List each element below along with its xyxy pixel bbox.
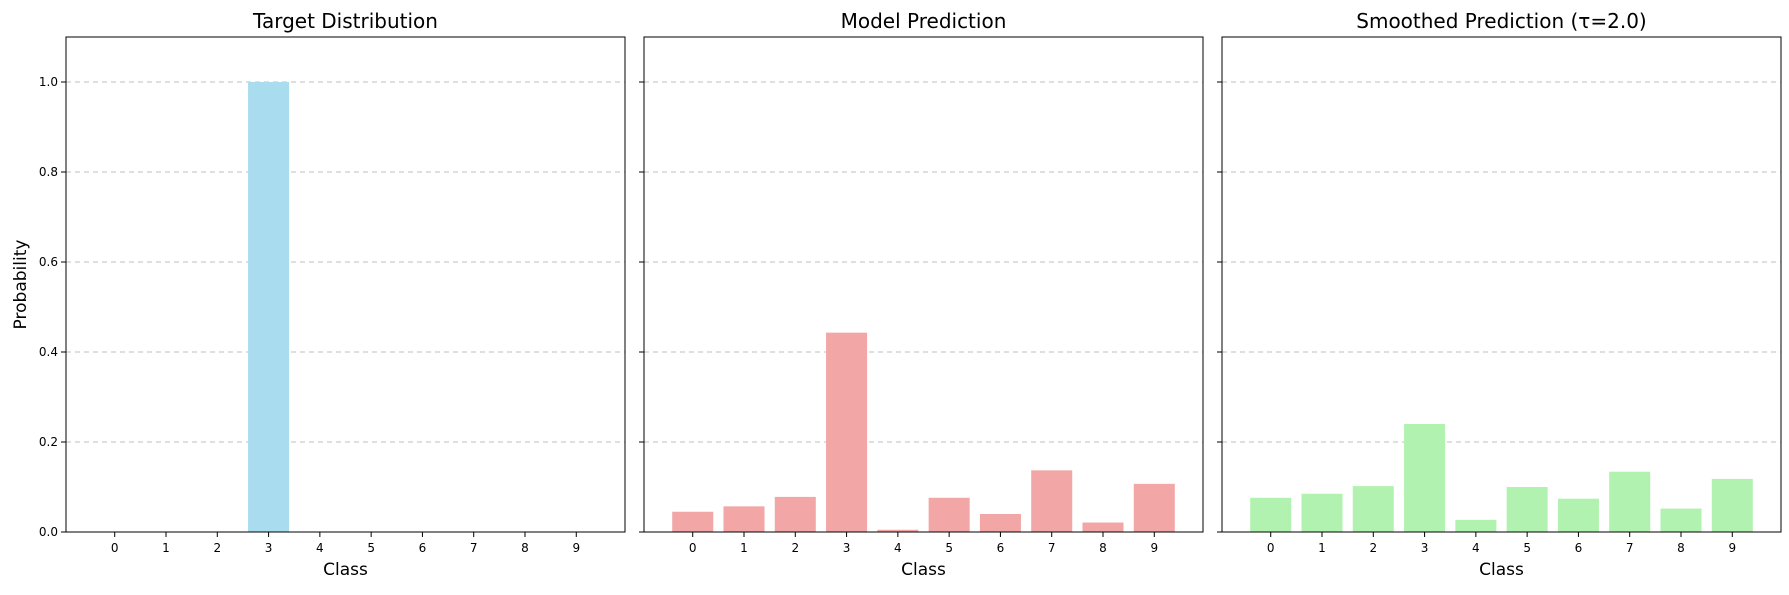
chart-panel-2: 0 1 2 3 4 5 6 7 8 9 Smoothed Prediction (τ=2.0) Cla… — [1217, 9, 1782, 580]
x-tick-label-2-2: 2 — [1369, 541, 1377, 555]
x-tick-label-1-8: 8 — [1099, 541, 1107, 555]
bar-1-8 — [1082, 522, 1124, 532]
x-tick-label-0-7: 7 — [470, 541, 478, 555]
y-tick-label-0-5: 1.0 — [39, 75, 58, 89]
x-tick-label-0-2: 2 — [213, 541, 221, 555]
x-tick-label-1-7: 7 — [1048, 541, 1056, 555]
bar-2-2 — [1352, 486, 1394, 532]
axes-frame-0 — [65, 36, 626, 533]
x-tick-label-2-9: 9 — [1728, 541, 1736, 555]
chart-title-2: Smoothed Prediction (τ=2.0) — [1356, 9, 1646, 33]
chart-title-0: Target Distribution — [252, 9, 438, 33]
chart-panel-0: 0 1 2 3 4 5 6 7 8 9 0.0 0.2 0.4 0.6 0.8 1.0 Target Distr… — [11, 9, 626, 580]
x-tick-label-2-4: 4 — [1472, 541, 1480, 555]
y-tick-label-0-2: 0.4 — [39, 345, 58, 359]
x-tick-label-2-8: 8 — [1677, 541, 1685, 555]
bar-2-6 — [1557, 498, 1599, 532]
x-tick-label-1-4: 4 — [894, 541, 902, 555]
axes-frame-1 — [643, 36, 1204, 533]
x-axis-label-1: Class — [901, 560, 946, 580]
x-tick-label-2-5: 5 — [1523, 541, 1531, 555]
x-tick-label-2-1: 1 — [1318, 541, 1326, 555]
bar-2-8 — [1660, 508, 1702, 532]
x-tick-label-2-3: 3 — [1421, 541, 1429, 555]
x-tick-label-1-9: 9 — [1150, 541, 1158, 555]
x-tick-label-2-0: 0 — [1267, 541, 1275, 555]
x-tick-label-0-6: 6 — [419, 541, 427, 555]
x-axis-label-0: Class — [323, 560, 368, 580]
bar-1-0 — [672, 511, 714, 532]
bar-1-7 — [1031, 470, 1073, 532]
x-tick-label-0-9: 9 — [572, 541, 580, 555]
bar-1-2 — [774, 496, 816, 532]
chart-title-1: Model Prediction — [841, 9, 1007, 33]
x-tick-label-2-6: 6 — [1575, 541, 1583, 555]
bar-1-4 — [877, 529, 919, 532]
x-tick-label-1-3: 3 — [843, 541, 851, 555]
y-tick-label-0-1: 0.2 — [39, 435, 58, 449]
bar-1-3 — [826, 332, 868, 532]
bar-2-1 — [1301, 493, 1343, 532]
bar-2-3 — [1404, 424, 1446, 532]
x-tick-label-2-7: 7 — [1626, 541, 1634, 555]
x-tick-label-0-0: 0 — [111, 541, 119, 555]
bar-0-3 — [248, 82, 290, 532]
y-tick-label-0-4: 0.8 — [39, 165, 58, 179]
bar-1-6 — [979, 514, 1021, 532]
y-axis-label-0: Probability — [11, 240, 31, 330]
x-tick-label-1-0: 0 — [689, 541, 697, 555]
bar-2-5 — [1506, 487, 1548, 532]
bar-2-9 — [1711, 478, 1753, 532]
bar-2-7 — [1609, 471, 1651, 532]
x-tick-label-0-5: 5 — [367, 541, 375, 555]
x-tick-label-0-8: 8 — [521, 541, 529, 555]
axes-frame-2 — [1221, 36, 1782, 533]
bar-1-9 — [1133, 483, 1175, 532]
bar-1-1 — [723, 506, 765, 532]
x-tick-label-1-5: 5 — [945, 541, 953, 555]
x-tick-label-0-1: 1 — [162, 541, 170, 555]
x-tick-label-1-1: 1 — [740, 541, 748, 555]
bar-2-0 — [1250, 497, 1292, 532]
x-tick-label-0-4: 4 — [316, 541, 324, 555]
bar-1-5 — [928, 497, 970, 532]
x-tick-label-0-3: 3 — [265, 541, 273, 555]
y-tick-label-0-3: 0.6 — [39, 255, 58, 269]
bar-2-4 — [1455, 519, 1497, 532]
x-axis-label-2: Class — [1479, 560, 1524, 580]
y-tick-label-0-0: 0.0 — [39, 525, 58, 539]
x-tick-label-1-6: 6 — [997, 541, 1005, 555]
x-tick-label-1-2: 2 — [791, 541, 799, 555]
chart-panel-1: 0 1 2 3 4 5 6 7 8 9 Model Prediction Class — [639, 9, 1204, 580]
